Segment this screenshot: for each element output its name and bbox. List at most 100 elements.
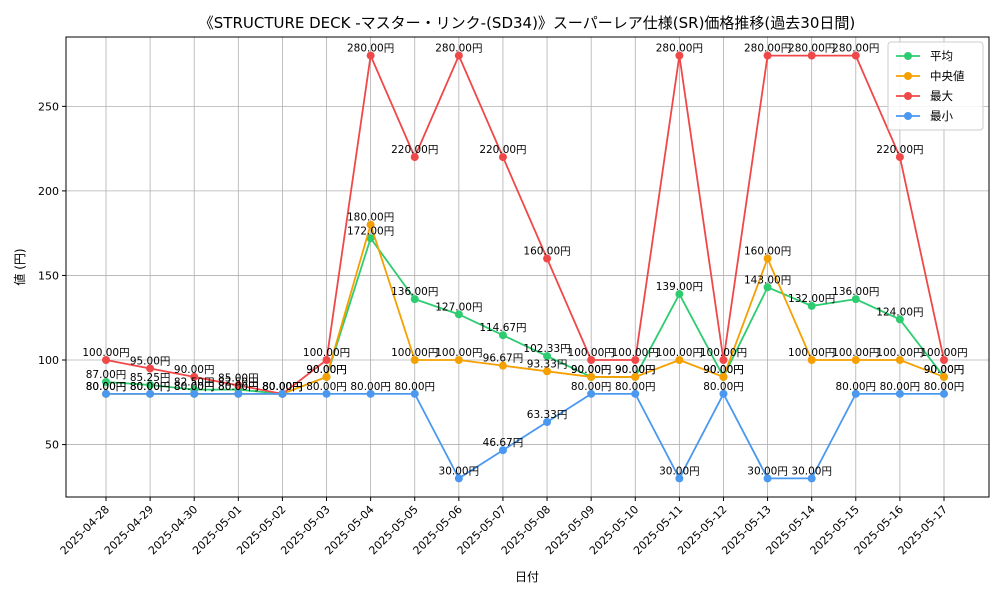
data-label: 136.00円	[832, 286, 879, 298]
data-point	[851, 389, 860, 398]
data-label: 63.33円	[527, 409, 568, 421]
data-label: 90.00円	[571, 364, 612, 376]
data-label: 96.67円	[483, 353, 524, 365]
data-label: 82.50円	[218, 377, 259, 389]
data-label: 90.00円	[571, 364, 612, 376]
data-point	[366, 389, 375, 398]
data-point	[454, 474, 463, 483]
data-label: 80.00円	[880, 381, 921, 393]
data-label: 100.00円	[656, 347, 703, 359]
data-point	[234, 381, 243, 390]
data-label: 280.00円	[435, 43, 482, 55]
data-label: 220.00円	[391, 144, 438, 156]
data-point	[146, 380, 155, 389]
data-point	[587, 372, 596, 381]
data-label: 80.00円	[130, 381, 171, 393]
data-label: 80.00円	[86, 381, 127, 393]
legend-marker	[904, 112, 912, 120]
data-point	[498, 331, 507, 340]
data-label: 160.00円	[744, 246, 791, 258]
y-tick-label: 150	[38, 269, 59, 282]
data-point	[719, 356, 728, 365]
data-label: 30.00円	[439, 465, 480, 477]
data-label: 100.00円	[568, 347, 615, 359]
data-label: 172.00円	[347, 225, 394, 237]
data-label: 80.00円	[262, 381, 303, 393]
data-point	[454, 356, 463, 365]
data-point	[587, 389, 596, 398]
data-label: 100.00円	[788, 347, 835, 359]
data-point	[543, 352, 552, 361]
data-label: 90.00円	[306, 364, 347, 376]
data-label: 80.00円	[262, 381, 303, 393]
data-point	[807, 51, 816, 60]
plot-frame	[65, 36, 990, 498]
data-label: 93.33円	[527, 358, 568, 370]
data-label: 100.00円	[832, 347, 879, 359]
data-point	[454, 51, 463, 60]
data-labels-layer: 87.00円 85.25円 82.50円 82.50円 80.00円90.00円172.…	[82, 43, 967, 478]
data-label: 100.00円	[435, 347, 482, 359]
data-label: 46.67円	[483, 437, 524, 449]
data-point	[631, 356, 640, 365]
data-label: 80.00円	[174, 381, 215, 393]
data-label: 100.00円	[391, 347, 438, 359]
data-label: 80.00円	[306, 381, 347, 393]
data-point	[146, 389, 155, 398]
data-label: 280.00円	[347, 43, 394, 55]
data-point	[719, 389, 728, 398]
y-tick-label: 200	[38, 185, 59, 198]
data-point	[498, 153, 507, 162]
data-point	[895, 356, 904, 365]
y-tick-label: 50	[45, 439, 59, 452]
series-line	[105, 52, 945, 395]
data-label: 80.00円	[86, 381, 127, 393]
data-point	[940, 372, 948, 381]
data-point	[675, 356, 684, 365]
data-label: 139.00円	[656, 281, 703, 293]
legend-marker	[904, 72, 912, 80]
data-label: 80.00円	[218, 381, 259, 393]
series-layer	[102, 51, 948, 483]
data-point	[763, 51, 772, 60]
data-label: 114.67円	[479, 322, 526, 334]
data-point	[851, 295, 860, 304]
legend-label: 最小	[930, 109, 953, 123]
data-label: 143.00円	[744, 274, 791, 286]
data-label: 100.00円	[876, 347, 923, 359]
data-label: 102.33円	[523, 343, 570, 355]
data-label: 80.00円	[615, 381, 656, 393]
data-point	[410, 389, 419, 398]
data-point	[763, 474, 772, 483]
data-label: 85.25円	[130, 372, 171, 384]
data-label: 80.00円	[130, 381, 171, 393]
data-label: 90.00円	[924, 364, 965, 376]
data-point	[366, 51, 375, 60]
data-point	[675, 474, 684, 483]
y-tick-label: 100	[38, 354, 59, 367]
data-point	[895, 315, 904, 324]
data-point	[498, 361, 507, 370]
data-label: 90.00円	[703, 364, 744, 376]
x-axis-label: 日付	[515, 570, 539, 584]
data-point	[410, 295, 419, 304]
data-label: 90.00円	[615, 364, 656, 376]
data-label: 127.00円	[435, 301, 482, 313]
data-label: 80.00円	[571, 381, 612, 393]
data-point	[851, 51, 860, 60]
data-label: 100.00円	[82, 347, 129, 359]
data-point	[146, 364, 155, 373]
data-point	[675, 290, 684, 299]
data-point	[454, 310, 463, 319]
data-label: 80.00円	[836, 381, 877, 393]
data-point	[895, 153, 904, 162]
data-label: 124.00円	[876, 306, 923, 318]
data-label: 220.00円	[876, 144, 923, 156]
data-point	[543, 418, 552, 427]
data-label: 180.00円	[347, 212, 394, 224]
data-point	[190, 389, 199, 398]
data-point	[278, 389, 287, 398]
legend-label: 平均	[930, 49, 953, 63]
legend-label: 中央値	[930, 69, 965, 83]
